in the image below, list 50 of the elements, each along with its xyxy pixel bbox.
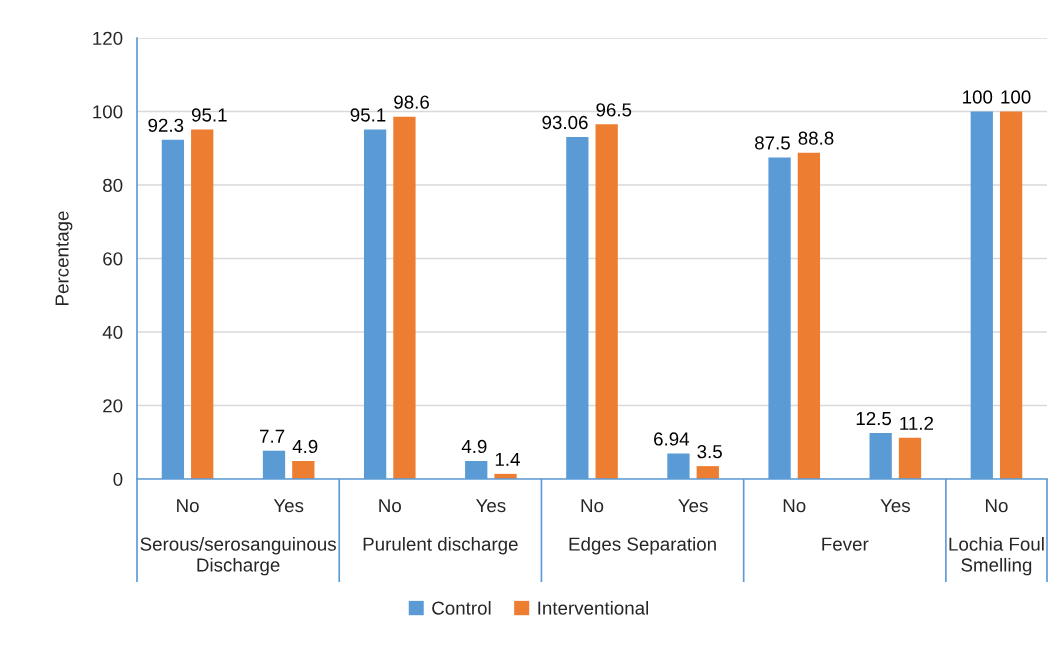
- text: Lochia Foul Smelling: [949, 537, 1044, 576]
- data-label: 98.6: [394, 95, 429, 109]
- legend-label: Control: [432, 600, 491, 615]
- data-label: 95.1: [191, 108, 227, 122]
- bar: [999, 111, 1023, 479]
- y-tick-label: 100: [93, 105, 123, 119]
- x-tick-label: No: [379, 499, 401, 513]
- data-label: 100: [1001, 90, 1031, 104]
- text: Serous/serosanguinous Discharge: [140, 537, 336, 576]
- data-label: 4.9: [292, 439, 318, 454]
- data-label: 12.5: [856, 411, 892, 426]
- x-tick-label: No: [986, 499, 1008, 513]
- data-label: 96.5: [596, 103, 632, 117]
- legend-label: Interventional: [538, 600, 649, 615]
- y-tick-label: 60: [103, 252, 123, 266]
- x-tick-label: Yes: [678, 499, 708, 513]
- data-label: 3.5: [697, 444, 722, 459]
- data-label: 100: [963, 90, 993, 104]
- x-tick-label: No: [581, 499, 604, 513]
- x-tick-label: Yes: [273, 499, 304, 513]
- x-tick-label: No: [783, 499, 806, 513]
- text: Fever: [822, 537, 869, 551]
- y-tick-label: 80: [103, 178, 123, 192]
- y-tick-label: 120: [93, 31, 123, 45]
- x-tick-label: Yes: [476, 499, 506, 513]
- data-label: 6.94: [654, 432, 690, 446]
- bar: [292, 460, 315, 479]
- data-label: 4.9: [461, 439, 487, 454]
- data-label: 92.3: [148, 118, 184, 132]
- bar: [797, 152, 821, 479]
- bar: [191, 129, 214, 479]
- y-axis-title: Percentage: [55, 211, 73, 305]
- text: Purulent discharge: [363, 537, 518, 555]
- x-tick-label: No: [177, 499, 199, 513]
- data-label: 95.1: [350, 108, 386, 122]
- y-tick-label: 0: [113, 472, 123, 486]
- x-tick-label: Yes: [880, 499, 910, 513]
- data-label: 87.5: [755, 136, 790, 150]
- y-tick-label: 20: [103, 399, 123, 413]
- data-label: 88.8: [798, 131, 834, 145]
- data-label: 11.2: [900, 416, 934, 430]
- bar: [696, 466, 719, 479]
- bar: [898, 437, 922, 479]
- data-label: 1.4: [495, 452, 520, 466]
- data-label: 7.7: [260, 429, 285, 443]
- bar: [393, 116, 416, 479]
- bar: [595, 124, 618, 479]
- data-label: 93.06: [542, 115, 588, 130]
- text: Edges Separation: [569, 537, 716, 555]
- y-tick-label: 40: [102, 325, 123, 339]
